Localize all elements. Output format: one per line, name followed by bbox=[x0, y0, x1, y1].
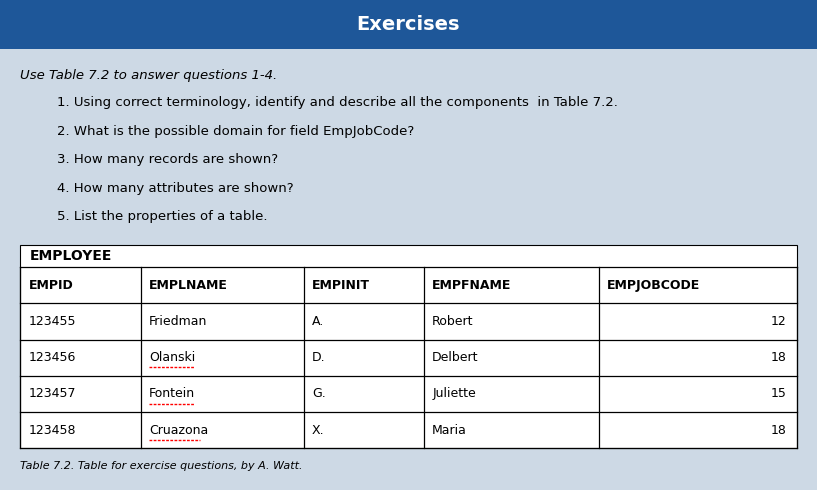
FancyBboxPatch shape bbox=[20, 245, 797, 448]
Text: D.: D. bbox=[312, 351, 325, 364]
Text: Robert: Robert bbox=[432, 315, 474, 328]
Text: Cruazona: Cruazona bbox=[149, 424, 208, 437]
Text: 5. List the properties of a table.: 5. List the properties of a table. bbox=[57, 210, 268, 223]
Text: A.: A. bbox=[312, 315, 324, 328]
Text: 4. How many attributes are shown?: 4. How many attributes are shown? bbox=[57, 182, 294, 195]
Text: Olanski: Olanski bbox=[149, 351, 195, 364]
Text: 123457: 123457 bbox=[29, 388, 76, 400]
Text: 123456: 123456 bbox=[29, 351, 76, 364]
Text: Maria: Maria bbox=[432, 424, 467, 437]
Text: 15: 15 bbox=[771, 388, 787, 400]
Text: 123455: 123455 bbox=[29, 315, 76, 328]
Text: Use Table 7.2 to answer questions 1-4.: Use Table 7.2 to answer questions 1-4. bbox=[20, 70, 278, 82]
Text: 2. What is the possible domain for field EmpJobCode?: 2. What is the possible domain for field… bbox=[57, 125, 414, 138]
Text: Table 7.2. Table for exercise questions, by A. Watt.: Table 7.2. Table for exercise questions,… bbox=[20, 462, 303, 471]
FancyBboxPatch shape bbox=[0, 49, 817, 490]
Text: Juliette: Juliette bbox=[432, 388, 476, 400]
Text: EMPFNAME: EMPFNAME bbox=[432, 279, 511, 292]
Text: X.: X. bbox=[312, 424, 324, 437]
Text: Friedman: Friedman bbox=[149, 315, 208, 328]
Text: 3. How many records are shown?: 3. How many records are shown? bbox=[57, 153, 279, 166]
FancyBboxPatch shape bbox=[0, 0, 817, 49]
Text: 1. Using correct terminology, identify and describe all the components  in Table: 1. Using correct terminology, identify a… bbox=[57, 97, 618, 109]
Text: EMPJOBCODE: EMPJOBCODE bbox=[607, 279, 700, 292]
Text: 123458: 123458 bbox=[29, 424, 76, 437]
Text: EMPID: EMPID bbox=[29, 279, 74, 292]
Text: 18: 18 bbox=[771, 351, 787, 364]
Text: EMPLNAME: EMPLNAME bbox=[149, 279, 228, 292]
Text: EMPLOYEE: EMPLOYEE bbox=[30, 249, 113, 263]
Text: Exercises: Exercises bbox=[357, 15, 460, 34]
Text: 12: 12 bbox=[771, 315, 787, 328]
Text: EMPINIT: EMPINIT bbox=[312, 279, 370, 292]
Text: 18: 18 bbox=[771, 424, 787, 437]
Text: Fontein: Fontein bbox=[149, 388, 195, 400]
Text: G.: G. bbox=[312, 388, 326, 400]
Text: Delbert: Delbert bbox=[432, 351, 479, 364]
